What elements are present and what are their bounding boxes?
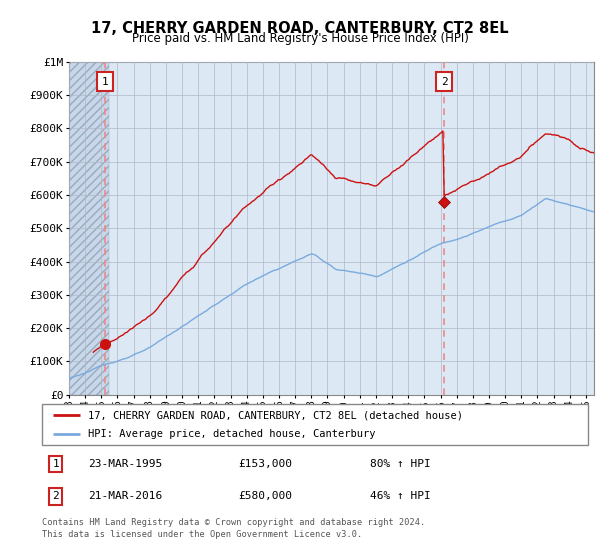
Text: 46% ↑ HPI: 46% ↑ HPI — [370, 491, 430, 501]
Text: 80% ↑ HPI: 80% ↑ HPI — [370, 459, 430, 469]
Text: Price paid vs. HM Land Registry's House Price Index (HPI): Price paid vs. HM Land Registry's House … — [131, 32, 469, 45]
Text: £153,000: £153,000 — [239, 459, 293, 469]
Text: 2: 2 — [441, 77, 448, 87]
Text: 1: 1 — [52, 459, 59, 469]
Text: 21-MAR-2016: 21-MAR-2016 — [88, 491, 163, 501]
Text: 2: 2 — [52, 491, 59, 501]
Text: 23-MAR-1995: 23-MAR-1995 — [88, 459, 163, 469]
FancyBboxPatch shape — [42, 404, 588, 445]
Text: 17, CHERRY GARDEN ROAD, CANTERBURY, CT2 8EL (detached house): 17, CHERRY GARDEN ROAD, CANTERBURY, CT2 … — [88, 410, 463, 421]
Bar — [69, 62, 109, 395]
Text: Contains HM Land Registry data © Crown copyright and database right 2024.
This d: Contains HM Land Registry data © Crown c… — [42, 518, 425, 539]
Text: 17, CHERRY GARDEN ROAD, CANTERBURY, CT2 8EL: 17, CHERRY GARDEN ROAD, CANTERBURY, CT2 … — [91, 21, 509, 36]
Text: HPI: Average price, detached house, Canterbury: HPI: Average price, detached house, Cant… — [88, 429, 376, 439]
Text: 1: 1 — [101, 77, 108, 87]
Text: £580,000: £580,000 — [239, 491, 293, 501]
